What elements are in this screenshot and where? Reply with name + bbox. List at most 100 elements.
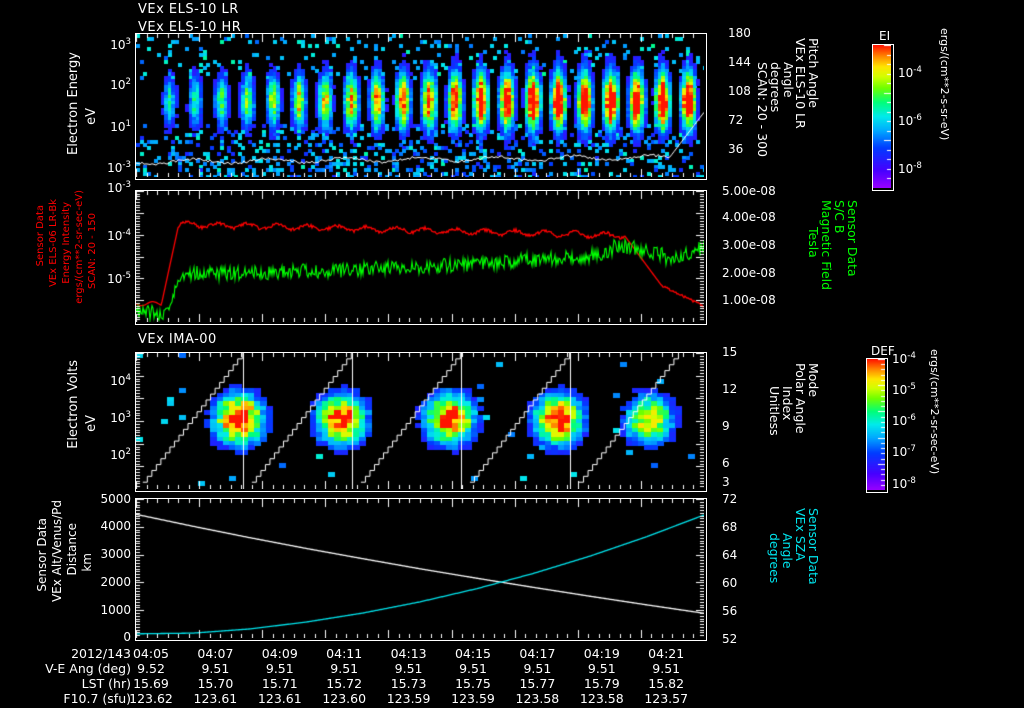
- footer-cell-r2-c5: 15.75: [455, 676, 491, 691]
- panel3-rtick-3: 6: [722, 456, 730, 470]
- panel3-ytick-1: 103: [110, 410, 131, 425]
- colorbar1-box: [872, 44, 894, 191]
- panel1-rtick-4: 36: [728, 142, 744, 156]
- panel1-rtick-3: 72: [728, 113, 744, 127]
- panel3-left-label-1: Electron Volts: [66, 360, 81, 449]
- footer-cell-r0-c6: 04:17: [519, 646, 556, 661]
- footer-cell-r0-c2: 04:09: [261, 646, 298, 661]
- panel4-left-label-2: VEx Alt/Venus/Pd: [50, 500, 64, 603]
- energy-bfield-canvas: [136, 191, 704, 322]
- panel1-left-axis-label-2: eV: [84, 108, 99, 125]
- footer-row-label-1: V-E Ang (deg): [45, 661, 131, 676]
- footer-row-label-0: 2012/143: [71, 646, 131, 661]
- ima-spectrogram-canvas: [136, 353, 704, 489]
- panel2-right-label-2: S/C B: [832, 200, 847, 234]
- panel3-rtick-0: 15: [722, 345, 738, 359]
- altitude-sza-canvas: [136, 499, 704, 638]
- footer-cell-r0-c0: 04:05: [132, 646, 170, 661]
- panel1-right-label-2: VEx ELS-10 LR: [793, 38, 808, 129]
- footer-cell-r0-c8: 04:21: [648, 646, 685, 661]
- panel1-plot-area[interactable]: [135, 33, 707, 180]
- panel3-rtick-2: 9: [722, 419, 730, 433]
- panel2-left-label-5: SCAN: 20 - 150: [87, 213, 98, 289]
- footer-cell-r0-c7: 04:19: [583, 646, 620, 661]
- panel2-plot-area[interactable]: [135, 190, 707, 325]
- panel1-title-lr: VEx ELS-10 LR: [138, 2, 239, 17]
- footer-cell-r1-c2: 9.51: [265, 661, 294, 676]
- panel3-title: VEx IMA-00: [138, 332, 217, 347]
- footer-cell-r2-c6: 15.77: [519, 676, 556, 691]
- panel1-right-label-1: Pitch Angle: [806, 38, 821, 108]
- panel2-ytick-0: 10-3: [107, 180, 131, 195]
- panel2-ytick-1: 10-4: [107, 228, 131, 243]
- panel1-ytick-3: 10-3: [107, 160, 131, 175]
- panel4-ytick-2: 3000: [100, 547, 131, 561]
- panel2-right-label-3: Magnetic Field: [819, 200, 834, 291]
- colorbar3-gradient: [867, 359, 885, 490]
- panel1-right-label-3: Angle: [781, 62, 796, 98]
- footer-cell-r2-c4: 15.73: [390, 676, 427, 691]
- colorbar1-title: EI: [879, 29, 891, 43]
- panel3-ytick-0: 104: [110, 373, 131, 388]
- panel3-plot-area[interactable]: [135, 352, 707, 492]
- footer-cell-r3-c1: 123.61: [193, 691, 238, 706]
- colorbar3-tick-0: 10-4: [892, 351, 916, 366]
- panel3-right-label-4: Unitless: [767, 386, 782, 436]
- footer-cell-r1-c3: 9.51: [330, 661, 359, 676]
- footer-cell-r1-c4: 9.51: [394, 661, 423, 676]
- footer-cell-r1-c7: 9.51: [587, 661, 616, 676]
- panel4-rtick-3: 60: [722, 576, 738, 590]
- panel4-right-label-1: Sensor Data: [806, 508, 821, 585]
- footer-cell-r3-c6: 123.58: [515, 691, 560, 706]
- panel2-rtick-4: 1.00e-08: [722, 293, 776, 307]
- panel4-rtick-2: 64: [722, 548, 738, 562]
- footer-cell-r1-c1: 9.51: [201, 661, 230, 676]
- footer-cell-r2-c1: 15.70: [197, 676, 234, 691]
- panel1-right-label-5: SCAN: 20 - 300: [755, 62, 770, 157]
- panel1-rtick-2: 108: [728, 84, 751, 98]
- footer-cell-r2-c7: 15.79: [583, 676, 620, 691]
- footer-cell-r3-c2: 123.61: [257, 691, 302, 706]
- footer-cell-r0-c5: 04:15: [454, 646, 492, 661]
- footer-cell-r3-c5: 123.59: [451, 691, 495, 706]
- panel2-rtick-2: 3.00e-08: [722, 238, 776, 252]
- colorbar3-tick-1: 10-5: [892, 382, 916, 397]
- footer-cell-r2-c3: 15.72: [326, 676, 363, 691]
- footer-cell-r3-c0: 123.62: [129, 691, 173, 706]
- colorbar3-tick-4: 10-8: [892, 476, 916, 491]
- panel3-right-label-3: Index: [780, 386, 795, 421]
- footer-cell-r0-c4: 04:13: [390, 646, 427, 661]
- panel1-rtick-0: 180: [728, 26, 751, 40]
- panel1-ytick-1: 102: [110, 77, 131, 92]
- panel2-rtick-1: 4.00e-08: [722, 210, 776, 224]
- panel3-left-label-2: eV: [84, 415, 99, 432]
- footer-cell-r3-c7: 123.58: [579, 691, 624, 706]
- panel1-ytick-2: 101: [110, 119, 131, 134]
- footer-cell-r1-c8: 9.51: [652, 661, 681, 676]
- colorbar3-box: [866, 358, 888, 493]
- panel4-ytick-3: 2000: [100, 575, 131, 589]
- colorbar1-tick-1: 10-6: [898, 113, 922, 128]
- panel4-left-label-1: Sensor Data: [35, 518, 49, 592]
- panel4-right-label-4: degrees: [767, 533, 782, 584]
- panel4-ytick-0: 5000: [100, 492, 131, 506]
- panel4-ytick-1: 4000: [100, 519, 131, 533]
- footer-cell-r3-c4: 123.59: [386, 691, 431, 706]
- panel2-left-label-1: Sensor Data: [35, 205, 46, 267]
- panel2-rtick-0: 5.00e-08: [722, 184, 776, 198]
- panel3-rtick-1: 12: [722, 382, 738, 396]
- footer-cell-r1-c6: 9.51: [523, 661, 552, 676]
- footer-cell-r1-c5: 9.51: [459, 661, 487, 676]
- panel4-rtick-0: 72: [722, 492, 738, 506]
- colorbar3-unit-label: ergs/(cm**2-sr-sec-eV): [928, 349, 941, 475]
- panel2-rtick-3: 2.00e-08: [722, 266, 776, 280]
- panel4-plot-area[interactable]: [135, 498, 707, 641]
- panel1-ytick-0: 103: [110, 37, 131, 52]
- footer-cell-r1-c0: 9.52: [137, 661, 165, 676]
- panel1-title-hr: VEx ELS-10 HR: [138, 20, 242, 35]
- panel4-right-label-2: VEx SZA: [793, 508, 808, 561]
- panel2-left-label-3: Energy Intensity: [61, 202, 72, 284]
- panel4-rtick-4: 56: [722, 604, 738, 618]
- panel2-ytick-2: 10-5: [107, 271, 131, 286]
- panel4-ytick-4: 1000: [100, 603, 131, 617]
